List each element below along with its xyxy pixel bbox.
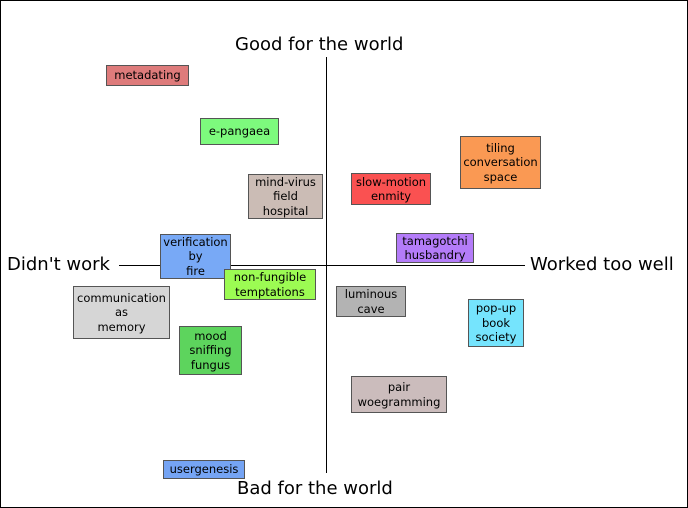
tag-tamagotchi-husbandry: tamagotchi husbandry (396, 233, 474, 263)
tag-verification-by-fire: verification by fire (160, 234, 231, 279)
horizontal-axis-line (119, 265, 525, 266)
axis-label-left: Didn't work (7, 254, 110, 275)
tag-e-pangaea: e-pangaea (200, 118, 279, 145)
axis-label-bottom: Bad for the world (237, 478, 393, 499)
tag-slow-motion-enmity: slow-motion enmity (351, 173, 431, 205)
tag-tiling-conversation-space: tiling conversation space (460, 136, 541, 189)
tag-pop-up-book-society: pop-up book society (468, 299, 524, 347)
tag-pair-woegramming: pair woegramming (351, 376, 447, 413)
axis-label-right: Worked too well (530, 254, 674, 275)
tag-usergenesis: usergenesis (163, 460, 245, 479)
tag-metadating: metadating (106, 65, 189, 86)
tag-mind-virus-field-hospital: mind-virus field hospital (248, 174, 323, 219)
tag-non-fungible-temptations: non-fungible temptations (224, 269, 316, 300)
tag-mood-sniffing-fungus: mood sniffing fungus (179, 326, 242, 375)
tag-communication-as-memory: communication as memory (73, 286, 170, 339)
tag-luminous-cave: luminous cave (336, 286, 406, 317)
axis-label-top: Good for the world (235, 34, 404, 55)
